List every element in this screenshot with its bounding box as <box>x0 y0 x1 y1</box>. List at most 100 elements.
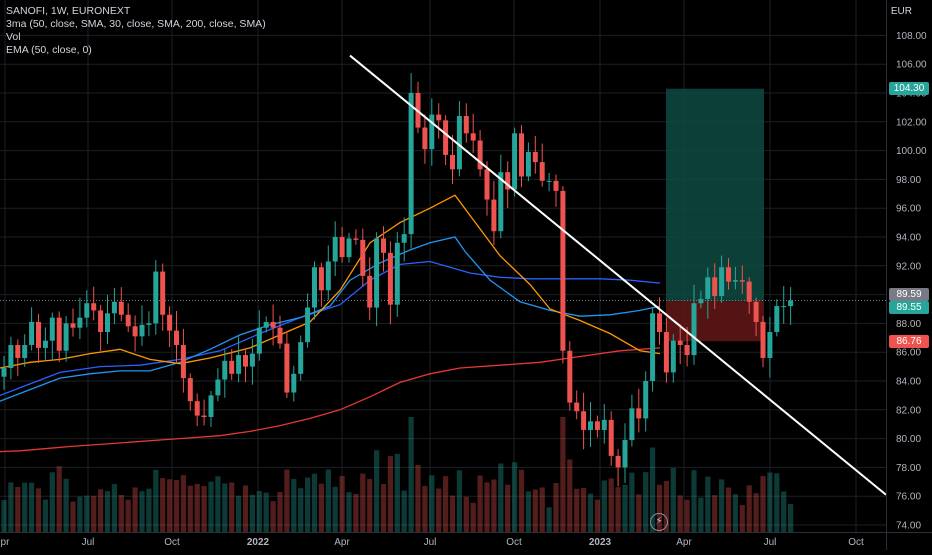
volume-bar <box>367 478 373 532</box>
y-tick-label: 84.00 <box>896 377 921 388</box>
candle-body <box>719 267 725 297</box>
volume-bar <box>229 482 235 532</box>
candle-body <box>98 310 104 333</box>
volume-bar <box>1 500 7 532</box>
y-tick-label: 100.00 <box>896 146 927 157</box>
volume-bar <box>263 492 269 532</box>
candle-body <box>298 342 304 374</box>
volume-bar <box>180 475 186 532</box>
volume-bar <box>77 496 83 532</box>
candle-body <box>312 267 317 308</box>
volume-bar <box>236 495 242 532</box>
volume-bar <box>732 494 738 532</box>
volume-bar <box>153 469 159 532</box>
volume-bar <box>470 502 476 532</box>
volume-bar <box>663 480 669 532</box>
volume-bar <box>15 486 21 532</box>
volume-bar <box>477 475 483 532</box>
volume-bar <box>449 495 456 532</box>
candle-body <box>760 321 766 358</box>
candle-body <box>505 172 511 190</box>
legend-title[interactable]: SANOFI, 1W, EURONEXT <box>6 5 131 17</box>
candle-body <box>118 301 124 315</box>
candle-body <box>229 360 235 374</box>
candle-body <box>525 152 531 177</box>
volume-bar <box>346 492 352 532</box>
candle-body <box>318 267 324 291</box>
candle-body <box>767 332 773 358</box>
candle-body <box>519 133 524 177</box>
candle-body <box>622 440 628 468</box>
candle-body <box>484 169 490 200</box>
candle-body <box>174 330 179 345</box>
volume-bar <box>118 494 124 532</box>
y-tick-label: 76.00 <box>896 492 921 503</box>
candle-body <box>139 324 145 337</box>
candle-body <box>491 199 497 232</box>
y-tick-label: 96.00 <box>896 204 921 215</box>
x-tick-label: Oct <box>164 537 180 548</box>
x-tick-label: Oct <box>506 537 522 548</box>
volume-bar <box>270 501 276 532</box>
candle-body <box>256 327 262 354</box>
candle-body <box>450 154 455 170</box>
volume-bar <box>581 487 587 532</box>
volume-bar <box>774 473 780 532</box>
volume-bar <box>173 480 180 532</box>
legend-indicator-3ma[interactable]: 3ma (50, close, SMA, 30, close, SMA, 200… <box>6 18 266 30</box>
candle-body <box>125 314 131 327</box>
volume-bar <box>532 489 538 532</box>
volume-bar <box>215 476 221 532</box>
volume-bar <box>622 484 628 532</box>
candle-body <box>532 152 538 163</box>
volume-bar <box>698 497 704 532</box>
volume-bar <box>325 469 331 532</box>
volume-bar <box>374 450 380 532</box>
candle-body <box>629 408 635 441</box>
volume-bar <box>546 507 552 532</box>
candle-body <box>636 408 642 419</box>
volume-bar <box>760 475 766 532</box>
x-tick-label: Jul <box>82 537 95 548</box>
candle-body <box>615 455 621 468</box>
candle-body <box>215 379 221 396</box>
volume-bar <box>615 487 621 532</box>
candle-body <box>325 261 331 291</box>
price-tag: 89.55 <box>889 300 929 314</box>
volume-bar <box>387 456 393 532</box>
volume-bar <box>525 491 531 532</box>
candle-body <box>698 298 704 304</box>
price-tag: 104.30 <box>889 82 929 96</box>
candle-body <box>63 323 69 351</box>
candle-body <box>387 252 393 305</box>
x-tick-label: 2023 <box>589 537 612 548</box>
volume-bar <box>594 499 600 532</box>
candle-body <box>463 116 469 134</box>
volume-bar <box>608 478 614 532</box>
volume-bar <box>8 482 14 532</box>
candle-body <box>146 323 152 325</box>
volume-bar <box>29 482 35 532</box>
volume-bar <box>429 475 435 532</box>
price-tag: 86.76 <box>889 334 929 348</box>
volume-bar <box>739 505 745 532</box>
volume-bar <box>187 485 193 532</box>
volume-bars <box>1 417 794 532</box>
candle-body <box>180 345 186 379</box>
lightning-icon[interactable]: ⚡ <box>650 513 668 531</box>
candle-body <box>339 237 345 258</box>
candle-body <box>91 303 97 311</box>
legend-indicator-ema[interactable]: EMA (50, close, 0) <box>6 44 92 56</box>
candle-body <box>753 301 759 322</box>
legend-indicator-volume[interactable]: Vol <box>6 31 21 43</box>
candle-body <box>746 281 752 302</box>
candle-body <box>208 395 214 417</box>
candle-body <box>581 411 587 430</box>
candle-body <box>436 114 442 121</box>
volume-bar <box>160 478 166 532</box>
candle-body <box>691 303 697 356</box>
candle-body <box>774 306 780 333</box>
volume-bar <box>380 484 387 532</box>
